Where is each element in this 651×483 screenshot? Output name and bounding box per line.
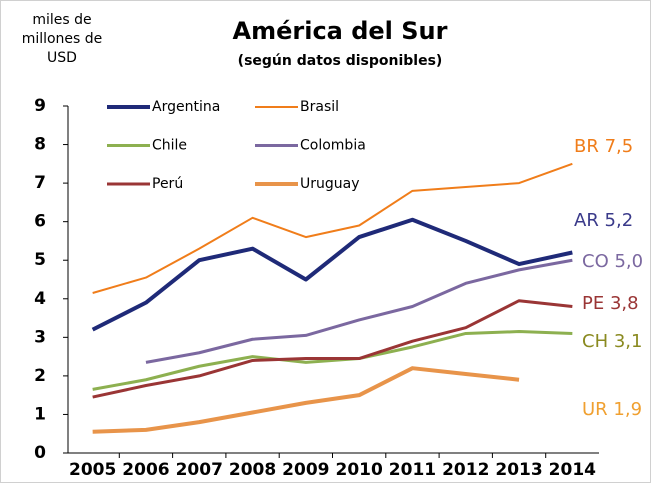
legend-label: Brasil [300,99,339,115]
y-tick-label: 2 [34,366,46,386]
legend-label: Colombia [300,138,366,154]
y-tick-label: 6 [34,212,46,232]
x-tick-label: 2012 [442,460,489,480]
y-axis-label: miles de [32,12,91,28]
y-tick-label: 7 [34,173,46,193]
annotation: BR 7,5 [574,136,633,157]
x-tick-label: 2008 [229,460,276,480]
annotation: AR 5,2 [574,210,633,231]
x-tick-label: 2010 [335,460,382,480]
legend-label: Perú [152,176,183,192]
series-line [92,299,573,399]
y-tick-label: 1 [34,404,46,424]
annotation: PE 3,8 [582,293,639,314]
y-tick-label: 9 [34,96,46,116]
y-axis-label: millones de [22,31,103,47]
y-tick-label: 3 [34,327,46,347]
x-tick-label: 2009 [282,460,329,480]
legend-label: Uruguay [300,176,360,192]
y-axis-label: USD [47,50,77,66]
y-tick-label: 8 [34,135,46,155]
y-tick-label: 0 [34,443,46,463]
legend-label: Chile [152,138,187,154]
x-tick-label: 2006 [122,460,169,480]
x-tick-label: 2011 [389,460,436,480]
series-line [91,217,573,332]
y-tick-label: 4 [34,289,46,309]
x-tick-label: 2005 [69,460,116,480]
series-line [145,258,573,364]
annotation: CO 5,0 [582,251,643,272]
annotation: UR 1,9 [582,399,642,420]
y-tick-label: 5 [34,250,46,270]
legend-label: Argentina [152,99,220,115]
series-line [92,162,573,294]
series-line [92,366,520,434]
x-tick-label: 2013 [495,460,542,480]
chart-title: América del Sur [233,17,448,45]
series-line [92,330,573,391]
x-tick-label: 2007 [176,460,223,480]
x-tick-label: 2014 [549,460,596,480]
annotation: CH 3,1 [582,331,642,352]
chart-subtitle: (según datos disponibles) [238,53,443,69]
